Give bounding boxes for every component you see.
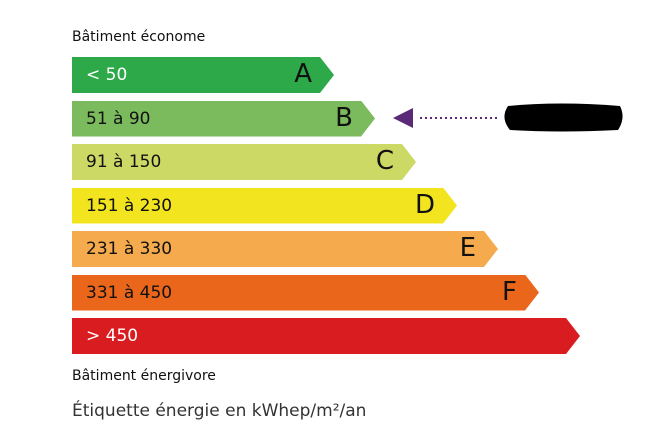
energy-class-bar-c: 91 à 150 C xyxy=(72,144,416,180)
bottom-label: Bâtiment énergivore xyxy=(72,368,216,384)
caption: Étiquette énergie en kWhep/m²/an xyxy=(72,401,367,421)
energy-class-bar-f: 331 à 450 F xyxy=(72,274,539,311)
class-letter: A xyxy=(294,59,312,89)
energy-class-bar-e: 231 à 330 E xyxy=(72,231,498,267)
class-letter: C xyxy=(375,146,394,176)
top-label: Bâtiment économe xyxy=(72,29,206,45)
range-label: 331 à 450 xyxy=(86,282,173,303)
range-label: 51 à 90 xyxy=(86,108,151,129)
redacted-value xyxy=(504,103,623,132)
range-label: 151 à 230 xyxy=(86,195,173,216)
energy-class-bar-b: 51 à 90 B xyxy=(72,100,375,137)
range-label: < 50 xyxy=(86,65,128,85)
energy-class-bar-g: > 450 xyxy=(72,318,580,354)
class-letter: D xyxy=(414,189,435,220)
range-label: 91 à 150 xyxy=(86,152,162,172)
range-label: > 450 xyxy=(86,326,139,346)
range-label: 231 à 330 xyxy=(86,239,173,259)
energy-class-bar-d: 151 à 230 D xyxy=(72,187,457,224)
energy-class-bar-a: < 50 A xyxy=(72,57,334,93)
class-letter: F xyxy=(502,276,517,307)
class-letter: E xyxy=(459,233,476,263)
class-letter: B xyxy=(335,102,353,133)
indicator-arrow-icon xyxy=(393,108,413,128)
